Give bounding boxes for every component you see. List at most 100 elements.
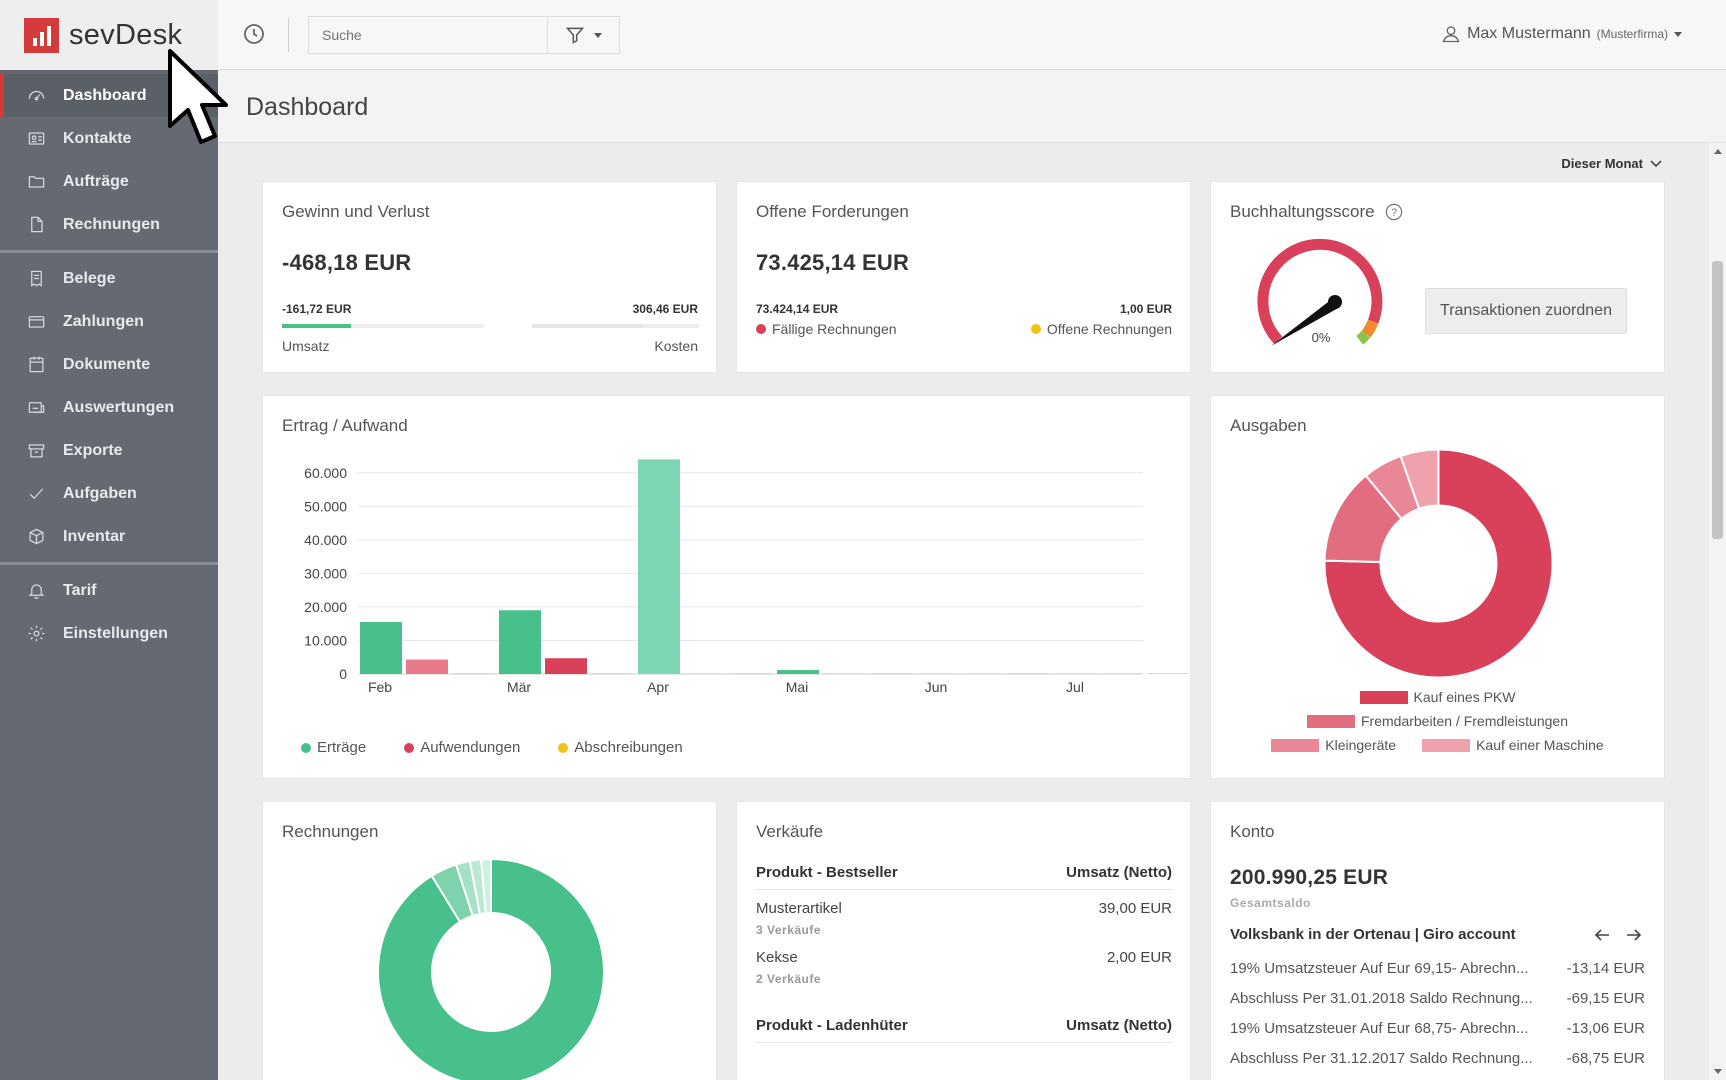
product-sales-count: 3 Verkäufe	[756, 923, 822, 937]
card-title: Ertrag / Aufwand	[282, 416, 408, 435]
card-title: Gewinn und Verlust	[282, 202, 430, 221]
scroll-down-arrow-icon[interactable]	[1714, 1069, 1722, 1074]
donut-slice[interactable]	[1399, 448, 1440, 511]
sidebar-item-aufgaben[interactable]: Aufgaben	[0, 472, 218, 515]
calendar-doc-icon	[26, 355, 46, 375]
brand[interactable]: sevDesk	[0, 0, 218, 70]
bestseller-header: Produkt - Bestseller Umsatz (Netto)	[756, 864, 1172, 890]
sidebar-item-label: Einstellungen	[63, 624, 168, 642]
y-tick-label: 40.000	[304, 532, 347, 548]
page-header: Dashboard	[218, 71, 1726, 143]
list-item[interactable]: Musterartikel 39,00 EUR	[756, 900, 1172, 917]
transaction-row[interactable]: 19% Umsatzsteuer Auf Eur 69,15- Abrechn.…	[1230, 960, 1645, 977]
gewinn-value: -468,18 EUR	[282, 250, 412, 275]
gauge-needle	[1271, 295, 1342, 346]
sidebar-item-label: Aufgaben	[63, 484, 137, 502]
user-menu[interactable]: Max Mustermann (Musterfirma)	[1441, 24, 1682, 44]
legend-dot-icon	[301, 742, 311, 753]
bar-erträge	[1055, 673, 1097, 674]
bell-icon	[26, 581, 46, 601]
ausgaben-donut-chart	[1323, 448, 1554, 679]
forderungen-value: 73.425,14 EUR	[756, 250, 910, 275]
period-dropdown[interactable]: Dieser Monat	[1561, 156, 1662, 171]
offen-legend: Offene Rechnungen	[1030, 321, 1172, 337]
account-name: Volksbank in der Ortenau | Giro account	[1230, 926, 1516, 943]
donut-slice[interactable]	[1323, 448, 1554, 679]
card-title: Verkäufe	[756, 822, 824, 841]
period-label: Dieser Monat	[1561, 156, 1643, 171]
scroll-up-arrow-icon[interactable]	[1714, 149, 1722, 154]
red-dot-icon	[756, 324, 766, 334]
card-icon	[26, 312, 46, 332]
scrollbar[interactable]	[1709, 143, 1726, 1080]
sidebar-item-einstellungen[interactable]: Einstellungen	[0, 612, 218, 655]
gear-icon	[26, 624, 46, 644]
export-icon	[26, 441, 46, 461]
card-buchhaltungsscore: Buchhaltungsscore ? 0% Transaktionen zuo…	[1210, 181, 1665, 373]
y-tick-label: 10.000	[304, 632, 347, 648]
topbar: Max Mustermann (Musterfirma)	[218, 0, 1726, 70]
sidebar-item-auswertungen[interactable]: Auswertungen	[0, 386, 218, 429]
help-circle-icon[interactable]: ?	[1385, 203, 1403, 221]
sidebar-item-zahlungen[interactable]: Zahlungen	[0, 300, 218, 343]
x-tick-label: Jun	[925, 679, 948, 695]
x-tick-label: Jul	[1066, 679, 1084, 695]
bar-erträge	[638, 459, 680, 674]
history-clock-icon[interactable]	[242, 22, 268, 48]
card-ausgaben: Ausgaben Kauf eines PKW Fremdarbeiten / …	[1210, 395, 1665, 779]
sidebar-item-inventar[interactable]: Inventar	[0, 515, 218, 558]
user-name: Max Mustermann	[1467, 25, 1591, 42]
y-tick-label: 0	[339, 666, 347, 682]
list-item[interactable]: Kekse 2,00 EUR	[756, 949, 1172, 966]
report-icon	[26, 398, 46, 418]
sidebar-item-kontakte[interactable]: Kontakte	[0, 117, 218, 160]
transaction-row[interactable]: Abschluss Per 31.01.2018 Saldo Rechnung.…	[1230, 990, 1645, 1007]
kosten-bar-fill	[532, 324, 643, 328]
dashboard-icon	[26, 86, 46, 106]
sidebar-item-label: Aufträge	[63, 172, 129, 190]
score-percent: 0%	[1312, 330, 1331, 345]
assign-transactions-button[interactable]: Transaktionen zuordnen	[1425, 288, 1627, 334]
legend-item[interactable]: Abschreibungen	[558, 739, 683, 756]
ladenhueter-header-label: Produkt - Ladenhüter	[756, 1017, 908, 1034]
legend-item: Kauf einer Maschine	[1422, 737, 1604, 753]
account-nav	[1594, 928, 1642, 942]
transaction-description: Abschluss Per 31.12.2017 Saldo Rechnung.…	[1230, 1050, 1533, 1067]
legend-dot-icon	[404, 742, 415, 753]
x-tick-label: Mär	[507, 679, 531, 695]
faellig-legend: Fällige Rechnungen	[756, 321, 897, 337]
donut-slice[interactable]	[377, 857, 605, 1080]
donut-slice[interactable]	[479, 857, 492, 915]
brand-name: sevDesk	[69, 18, 183, 51]
transaction-row[interactable]: Abschluss Per 31.12.2017 Saldo Rechnung.…	[1230, 1050, 1645, 1067]
sidebar-item-auftraege[interactable]: Aufträge	[0, 160, 218, 203]
score-gauge: 0%	[1257, 238, 1383, 346]
card-title: Buchhaltungsscore	[1230, 202, 1375, 221]
card-offene-forderungen: Offene Forderungen 73.425,14 EUR 73.424,…	[736, 181, 1191, 373]
bar-aufwendungen	[406, 659, 448, 674]
legend-item[interactable]: Aufwendungen	[404, 739, 520, 756]
card-title: Offene Forderungen	[756, 202, 909, 221]
transaction-amount: -13,14 EUR	[1566, 960, 1645, 977]
sidebar-item-dokumente[interactable]: Dokumente	[0, 343, 218, 386]
legend-item: Fremdarbeiten / Fremdleistungen	[1307, 713, 1568, 729]
arrow-left-icon[interactable]	[1594, 928, 1610, 942]
sidebar-item-exporte[interactable]: Exporte	[0, 429, 218, 472]
arrow-right-icon[interactable]	[1626, 928, 1642, 942]
transaction-row[interactable]: 19% Umsatzsteuer Auf Eur 68,75- Abrechn.…	[1230, 1020, 1645, 1037]
check-icon	[26, 484, 46, 504]
legend-label: Kleingeräte	[1325, 737, 1397, 753]
search-input[interactable]	[308, 16, 548, 54]
legend-dot-icon	[558, 742, 569, 753]
umsatz-header-label: Umsatz (Netto)	[1066, 1017, 1172, 1034]
transaction-amount: -68,75 EUR	[1566, 1050, 1645, 1067]
filter-button[interactable]	[548, 16, 620, 54]
sidebar-item-tarif[interactable]: Tarif	[0, 569, 218, 612]
card-verkaeufe: Verkäufe Produkt - Bestseller Umsatz (Ne…	[736, 801, 1191, 1080]
scrollbar-thumb[interactable]	[1712, 261, 1723, 539]
nav-group: Tarif Einstellungen	[0, 565, 218, 659]
sidebar-item-rechnungen[interactable]: Rechnungen	[0, 203, 218, 246]
sidebar-item-belege[interactable]: Belege	[0, 257, 218, 300]
bar-aufwendungen	[684, 673, 726, 674]
legend-item[interactable]: Erträge	[301, 739, 366, 756]
